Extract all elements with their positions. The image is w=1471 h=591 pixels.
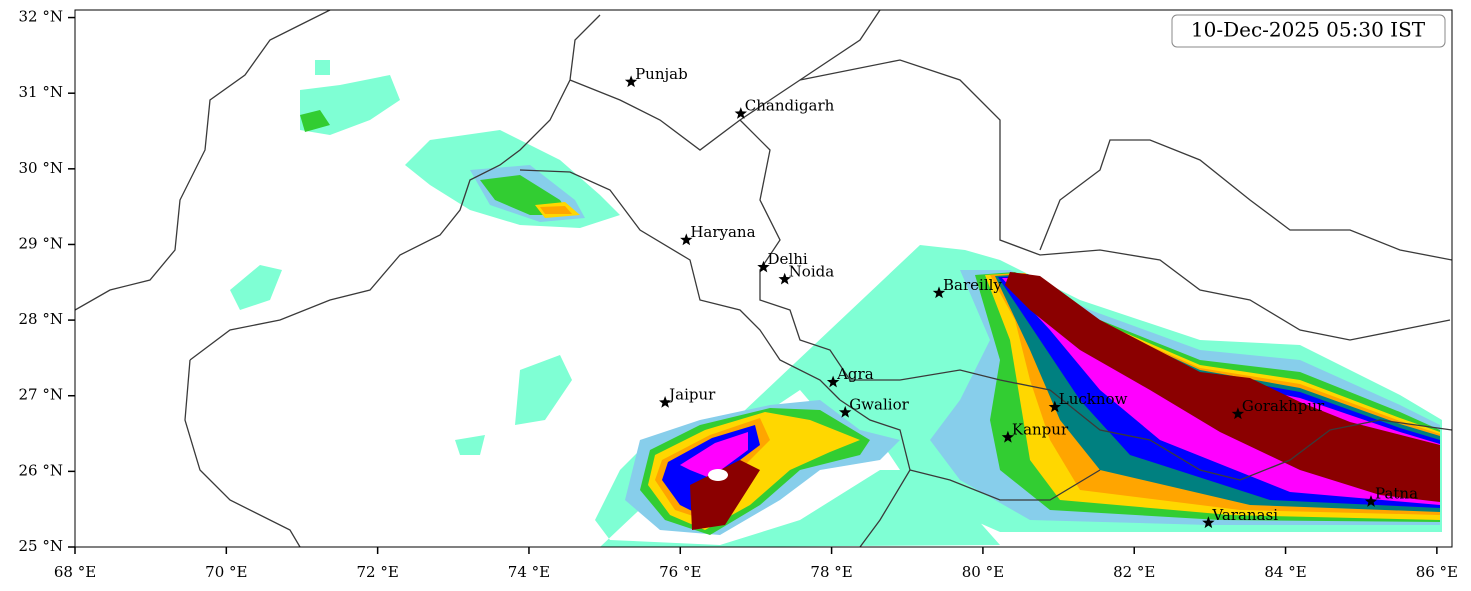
y-tick-label: 31 °N: [19, 83, 63, 101]
x-tick-label: 82 °E: [1113, 563, 1155, 581]
city-marker: [932, 286, 946, 299]
city-marker: [680, 233, 693, 246]
city-marker: [1001, 430, 1015, 443]
city-label: Lucknow: [1059, 390, 1128, 408]
city-label: Varanasi: [1211, 506, 1278, 524]
city-marker: [659, 396, 672, 408]
y-tick-label: 29 °N: [19, 234, 63, 252]
x-tick-label: 86 °E: [1416, 563, 1458, 581]
y-tick-label: 28 °N: [19, 310, 63, 328]
city-marker: [1048, 400, 1061, 413]
timestamp-box: [1171, 14, 1446, 48]
city-label: Noida: [789, 262, 835, 280]
x-tick-label: 70 °E: [205, 563, 247, 581]
boundaries: [75, 10, 1452, 547]
city-label: Gorakhpur: [1242, 397, 1325, 415]
city-label: Chandigarh: [745, 97, 835, 115]
city-marker: [757, 260, 770, 273]
city-marker: [1202, 516, 1215, 529]
city-label: Delhi: [768, 250, 808, 268]
city-label: Agra: [836, 365, 874, 383]
city-marker: [778, 272, 791, 285]
x-tick-label: 72 °E: [356, 563, 398, 581]
city-marker: [839, 405, 852, 418]
x-tick-label: 80 °E: [962, 563, 1004, 581]
city-marker: [1364, 495, 1378, 507]
city-marker: [1231, 407, 1245, 420]
map-frame: [74, 9, 1453, 548]
y-tick-label: 27 °N: [19, 386, 63, 404]
city-label: Jaipur: [667, 386, 716, 404]
x-tick-label: 78 °E: [810, 563, 852, 581]
city-label: Gwalior: [849, 395, 909, 413]
y-tick-label: 25 °N: [19, 537, 63, 555]
x-tick-label: 68 °E: [54, 563, 96, 581]
city-marker: [826, 375, 840, 388]
city-label: Haryana: [690, 223, 755, 241]
y-tick-label: 26 °N: [19, 461, 63, 479]
timestamp: 10-Dec-2025 05:30 IST: [1191, 18, 1426, 42]
city-label: Kanpur: [1012, 420, 1069, 438]
y-tick-label: 30 °N: [19, 159, 63, 177]
city-label: Punjab: [635, 65, 688, 83]
city-label: Patna: [1375, 485, 1418, 503]
city-marker: [734, 107, 747, 119]
precipitation: [230, 60, 1442, 547]
city-marker: [624, 75, 638, 88]
y-tick-label: 32 °N: [19, 8, 63, 26]
x-tick-label: 76 °E: [659, 563, 701, 581]
x-tick-label: 84 °E: [1264, 563, 1306, 581]
x-tick-label: 74 °E: [508, 563, 550, 581]
city-label: Bareilly: [943, 276, 1002, 294]
